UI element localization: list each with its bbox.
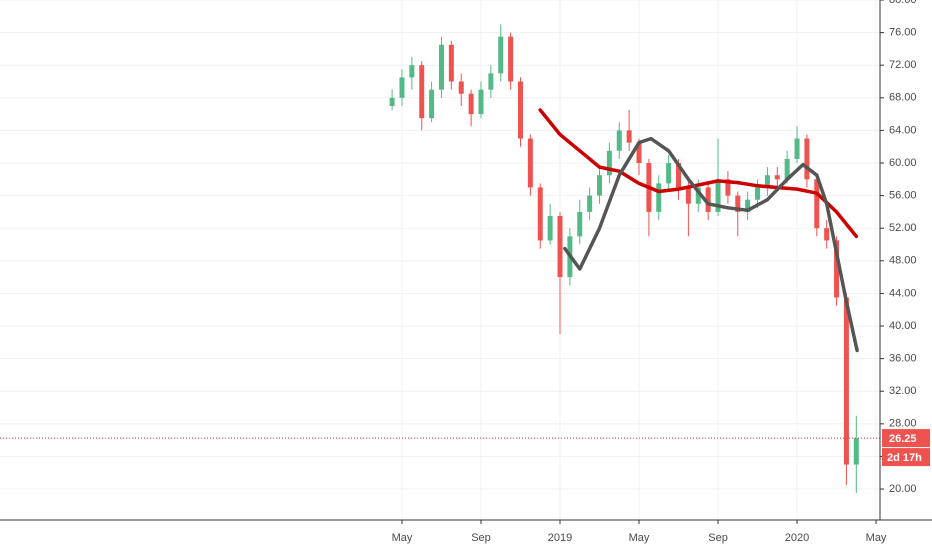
x-tick-label: May [866, 532, 887, 544]
x-tick-label: Sep [708, 532, 728, 544]
candle-body [764, 175, 770, 188]
countdown-box [882, 448, 930, 467]
candle-body [508, 36, 514, 82]
candle-body [468, 93, 474, 115]
candle-body [715, 179, 721, 212]
candle-body [705, 187, 711, 212]
candle-body [399, 77, 405, 98]
axes: 20.0024.0028.0032.0036.0040.0044.0048.00… [392, 0, 930, 544]
candle-body [626, 130, 632, 143]
candle-body [409, 65, 415, 78]
candle-body [438, 44, 444, 90]
candle-body [577, 211, 583, 237]
candle-body [666, 163, 672, 184]
candle-body [389, 97, 395, 106]
candle-body [488, 73, 494, 90]
candle-body [419, 65, 425, 119]
moving-average [563, 136, 859, 353]
candle-body [834, 240, 840, 298]
candle-body [656, 183, 662, 212]
candle-body [448, 44, 454, 82]
candle-body [794, 138, 800, 159]
y-tick-label: 52.00 [889, 222, 917, 234]
y-tick-label: 56.00 [889, 190, 917, 202]
candle-body [616, 130, 622, 151]
candle-body [429, 89, 435, 119]
x-tick-label: May [629, 532, 650, 544]
y-tick-label: 32.00 [889, 385, 917, 397]
y-tick-label: 44.00 [889, 287, 917, 299]
candle-body [676, 163, 682, 188]
x-tick-label: 2019 [548, 532, 572, 544]
candle-body [547, 215, 553, 241]
x-tick-label: Sep [471, 532, 491, 544]
y-tick-label: 80.00 [889, 0, 917, 6]
y-tick-label: 28.00 [889, 418, 917, 430]
candle-body [725, 179, 731, 196]
candle-body [636, 142, 642, 164]
plot [0, 24, 880, 494]
price-label: 26.25 [889, 433, 917, 445]
candle-body [597, 175, 603, 196]
countdown: 2d 17h [887, 452, 922, 464]
y-tick-label: 68.00 [889, 92, 917, 104]
candle-body [755, 187, 761, 200]
candle-body [557, 215, 563, 278]
candle-body [804, 138, 810, 180]
y-tick-label: 72.00 [889, 59, 917, 71]
candle-body [784, 158, 790, 180]
candle-body [695, 187, 701, 204]
candle-body [774, 175, 780, 180]
candle-body [843, 297, 849, 465]
price-label-box [882, 429, 930, 448]
candle-body [735, 195, 741, 212]
x-tick-label: 2020 [785, 532, 809, 544]
y-tick-label: 76.00 [889, 27, 917, 39]
candle-body [517, 81, 523, 139]
y-tick-label: 40.00 [889, 320, 917, 332]
moving-average [538, 108, 859, 239]
candle-body [537, 187, 543, 241]
y-tick-label: 20.00 [889, 483, 917, 495]
candle-body [745, 199, 751, 212]
candle-body [478, 89, 484, 115]
candle-body [606, 150, 612, 176]
y-tick-label: 48.00 [889, 255, 917, 267]
candle-body [814, 179, 820, 229]
x-tick-label: May [392, 532, 413, 544]
candle-body [853, 438, 859, 465]
candle-body [685, 187, 691, 204]
candle-body [498, 36, 504, 74]
candle-body [824, 228, 830, 241]
candle-body [587, 195, 593, 212]
candle-body [527, 138, 533, 188]
y-tick-label: 64.00 [889, 124, 917, 136]
candle-body [458, 81, 464, 94]
y-tick-label: 36.00 [889, 353, 917, 365]
y-tick-label: 60.00 [889, 157, 917, 169]
